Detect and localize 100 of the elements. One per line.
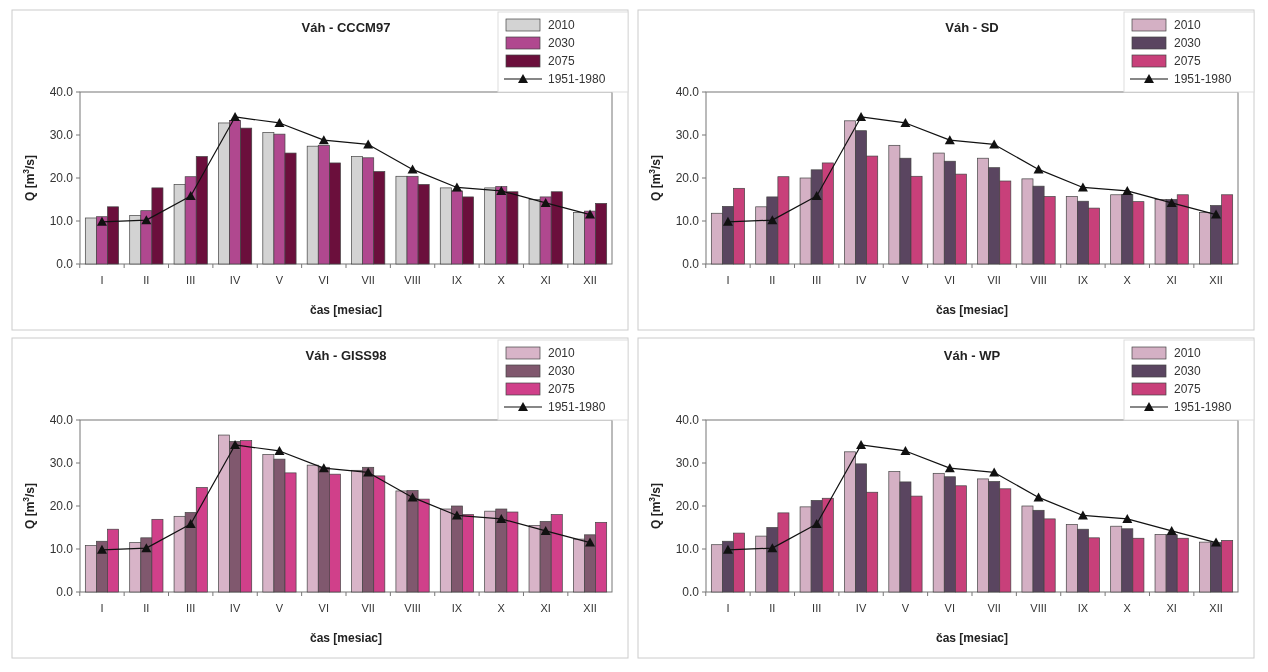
point <box>230 439 241 449</box>
legend-label: 1951-1980 <box>548 72 606 86</box>
x-tick-label: IX <box>451 602 463 614</box>
x-tick-label: IX <box>1077 274 1089 286</box>
point <box>989 467 1000 477</box>
x-tick-label: III <box>186 274 196 286</box>
point <box>318 463 329 473</box>
x-tick-label: VIII <box>404 274 421 286</box>
y-tick-label: 20.0 <box>49 171 74 185</box>
y-tick-label: 30.0 <box>49 456 74 470</box>
point <box>141 543 152 553</box>
x-tick-label: X <box>1123 274 1132 286</box>
x-tick-label: I <box>100 274 104 286</box>
point <box>496 185 507 195</box>
y-tick-label: 40.0 <box>675 85 700 99</box>
x-tick-label: XI <box>540 602 551 614</box>
point <box>1211 209 1222 219</box>
legend-label: 2010 <box>1174 18 1202 32</box>
x-axis-title: čas [mesiac] <box>935 631 1009 645</box>
x-tick-label: X <box>497 274 506 286</box>
y-tick-label: 30.0 <box>49 128 74 142</box>
point <box>540 525 551 535</box>
x-tick-label: VII <box>987 602 1001 614</box>
point <box>856 111 867 121</box>
x-tick-label: XI <box>1166 274 1177 286</box>
legend-label: 2075 <box>548 54 576 68</box>
legend-label: 2010 <box>548 18 576 32</box>
x-tick-label: VIII <box>1030 274 1047 286</box>
point <box>1122 185 1133 195</box>
x-tick-label: II <box>769 274 776 286</box>
legend-label: 1951-1980 <box>548 400 606 414</box>
legend-label: 2075 <box>548 382 576 396</box>
point <box>1122 513 1133 523</box>
x-tick-label: XI <box>1166 602 1177 614</box>
x-tick-label: IX <box>1077 602 1089 614</box>
point <box>363 139 374 149</box>
point <box>185 519 196 529</box>
point <box>407 164 418 174</box>
point <box>767 543 778 553</box>
x-tick-label: XII <box>583 274 597 286</box>
y-tick-label: 20.0 <box>675 171 700 185</box>
point <box>900 117 911 127</box>
point <box>900 445 911 455</box>
legend-label: 2010 <box>548 346 576 360</box>
point <box>274 445 285 455</box>
x-tick-label: VII <box>361 602 375 614</box>
x-tick-label: IV <box>855 602 867 614</box>
point <box>96 216 107 226</box>
y-tick-label: 0.0 <box>682 257 700 271</box>
legend-label: 2030 <box>548 36 576 50</box>
legend-label: 2030 <box>1174 364 1202 378</box>
point <box>540 197 551 207</box>
chart-title: Váh - GISS98 <box>305 348 387 363</box>
point <box>1033 492 1044 502</box>
x-axis-title: čas [mesiac] <box>309 631 383 645</box>
x-tick-label: VII <box>987 274 1001 286</box>
x-tick-label: X <box>497 602 506 614</box>
point <box>1166 525 1177 535</box>
point <box>1033 164 1044 174</box>
x-tick-label: V <box>901 274 910 286</box>
point <box>407 492 418 502</box>
x-tick-label: II <box>769 602 776 614</box>
point <box>989 139 1000 149</box>
x-tick-label: V <box>275 274 284 286</box>
x-tick-label: IX <box>451 274 463 286</box>
x-tick-label: VIII <box>1030 602 1047 614</box>
point <box>722 544 733 554</box>
y-tick-label: 30.0 <box>675 456 700 470</box>
y-tick-label: 20.0 <box>675 499 700 513</box>
x-tick-label: XII <box>583 602 597 614</box>
y-tick-label: 30.0 <box>675 128 700 142</box>
point <box>585 209 596 219</box>
point <box>1166 197 1177 207</box>
x-tick-label: IV <box>229 602 241 614</box>
legend-label: 2075 <box>1174 54 1202 68</box>
point <box>230 111 241 121</box>
y-tick-label: 0.0 <box>56 257 74 271</box>
legend-label: 2030 <box>548 364 576 378</box>
x-tick-label: XI <box>540 274 551 286</box>
y-tick-label: 10.0 <box>675 214 700 228</box>
y-tick-label: 0.0 <box>56 585 74 599</box>
x-tick-label: VI <box>944 602 956 614</box>
x-tick-label: VII <box>361 274 375 286</box>
x-tick-label: I <box>100 602 104 614</box>
x-tick-label: VIII <box>404 602 421 614</box>
point <box>944 135 955 145</box>
point <box>811 519 822 529</box>
x-tick-label: IV <box>855 274 867 286</box>
x-tick-label: III <box>186 602 196 614</box>
x-tick-label: III <box>812 274 822 286</box>
legend-label: 2030 <box>1174 36 1202 50</box>
point <box>185 191 196 201</box>
point <box>944 463 955 473</box>
x-tick-label: V <box>901 602 910 614</box>
point <box>1211 537 1222 547</box>
point <box>585 537 596 547</box>
x-tick-label: II <box>143 602 150 614</box>
point <box>722 216 733 226</box>
x-axis-title: čas [mesiac] <box>935 303 1009 317</box>
point <box>318 135 329 145</box>
